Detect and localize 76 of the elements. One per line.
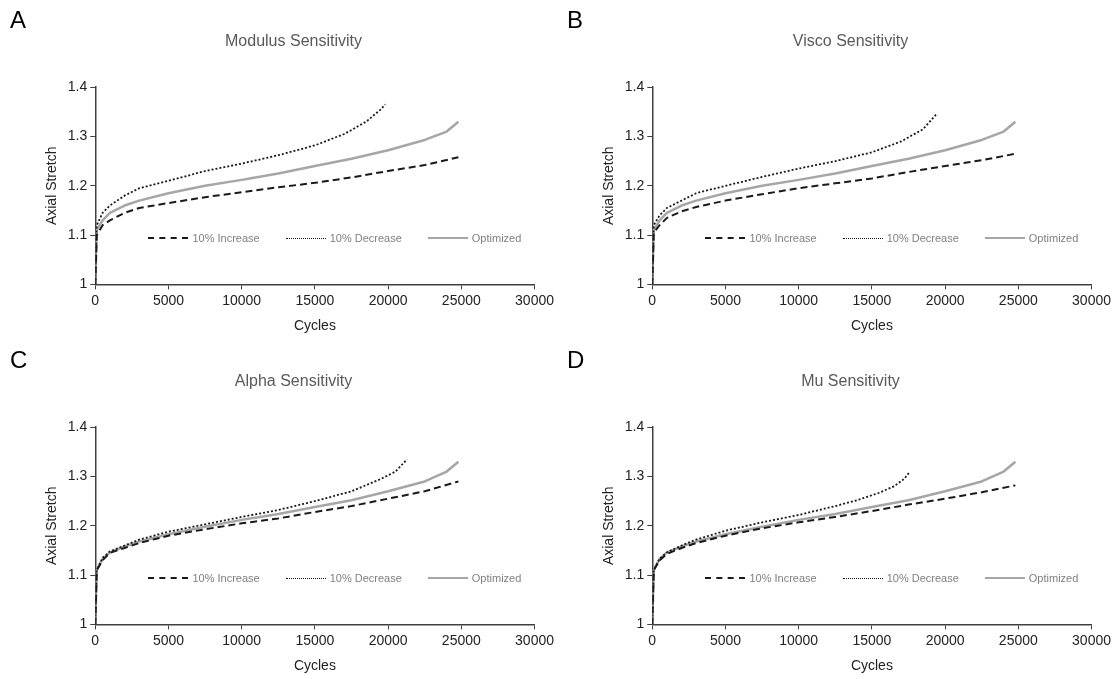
chart-title: Alpha Sensitivity [234,372,353,390]
y-tick-label: 1 [79,615,88,632]
y-tick-label: 1.3 [624,127,645,144]
y-tick-label: 1.4 [67,78,88,95]
y-tick-label: 1 [636,275,645,292]
legend-label: 10% Increase [749,572,817,585]
y-tick-label: 1.2 [624,516,645,533]
y-tick-label: 1.4 [67,418,88,435]
y-tick-label: 1.2 [67,176,88,193]
x-tick-label: 20000 [368,631,408,648]
y-axis-title: Axial Stretch [43,486,60,566]
x-tick-label: 10000 [779,291,819,308]
x-tick-label: 25000 [998,631,1038,648]
x-tick-label: 5000 [709,631,742,648]
y-tick-label: 1.1 [67,225,88,242]
legend-label: 10% Increase [192,572,260,585]
x-tick-label: 15000 [852,631,892,648]
x-tick-label: 0 [648,631,657,648]
chart-title: Modulus Sensitivity [225,32,362,50]
legend-label: Optimized [471,572,522,585]
text: A [10,6,27,34]
chart-title: Mu Sensitivity [801,372,900,390]
y-axis-title: Axial Stretch [600,146,617,226]
x-tick-label: 15000 [295,631,335,648]
text: D [567,346,585,374]
x-axis-title: Cycles [850,657,893,674]
x-tick-label: 5000 [152,291,185,308]
x-tick-label: 20000 [925,631,965,648]
y-tick-label: 1.1 [624,225,645,242]
y-tick-label: 1.4 [624,418,645,435]
x-axis-title: Cycles [850,317,893,334]
x-tick-label: 30000 [515,631,555,648]
x-tick-label: 20000 [925,291,965,308]
legend-label: 10% Increase [192,232,260,245]
legend-label: 10% Decrease [886,232,959,245]
x-axis-title: Cycles [293,317,336,334]
x-tick-label: 5000 [152,631,185,648]
x-tick-label: 25000 [441,631,481,648]
legend-label: Optimized [471,232,522,245]
legend-label: 10% Decrease [886,572,959,585]
y-tick-label: 1.1 [624,565,645,582]
legend-label: 10% Increase [749,232,817,245]
x-tick-label: 5000 [709,291,742,308]
x-tick-label: 15000 [852,291,892,308]
y-tick-label: 1.3 [67,467,88,484]
x-tick-label: 30000 [515,291,555,308]
x-tick-label: 0 [91,631,100,648]
y-tick-label: 1 [636,615,645,632]
x-tick-label: 30000 [1072,631,1112,648]
x-tick-label: 15000 [295,291,335,308]
text: B [567,6,584,34]
x-tick-label: 30000 [1072,291,1112,308]
legend-label: Optimized [1028,232,1079,245]
y-tick-label: 1.2 [67,516,88,533]
y-axis-title: Axial Stretch [600,486,617,566]
y-tick-label: 1.3 [67,127,88,144]
x-tick-label: 10000 [222,631,262,648]
x-tick-label: 25000 [441,291,481,308]
x-tick-label: 25000 [998,291,1038,308]
legend-label: 10% Decrease [329,572,402,585]
legend-label: 10% Decrease [329,232,402,245]
x-tick-label: 0 [91,291,100,308]
y-tick-label: 1.4 [624,78,645,95]
chart-title: Visco Sensitivity [792,32,909,50]
x-tick-label: 0 [648,291,657,308]
y-tick-label: 1.2 [624,176,645,193]
x-tick-label: 10000 [222,291,262,308]
text: C [10,346,28,374]
y-tick-label: 1.1 [67,565,88,582]
x-tick-label: 20000 [368,291,408,308]
x-axis-title: Cycles [293,657,336,674]
legend-label: Optimized [1028,572,1079,585]
y-tick-label: 1.3 [624,467,645,484]
x-tick-label: 10000 [779,631,819,648]
y-tick-label: 1 [79,275,88,292]
y-axis-title: Axial Stretch [43,146,60,226]
